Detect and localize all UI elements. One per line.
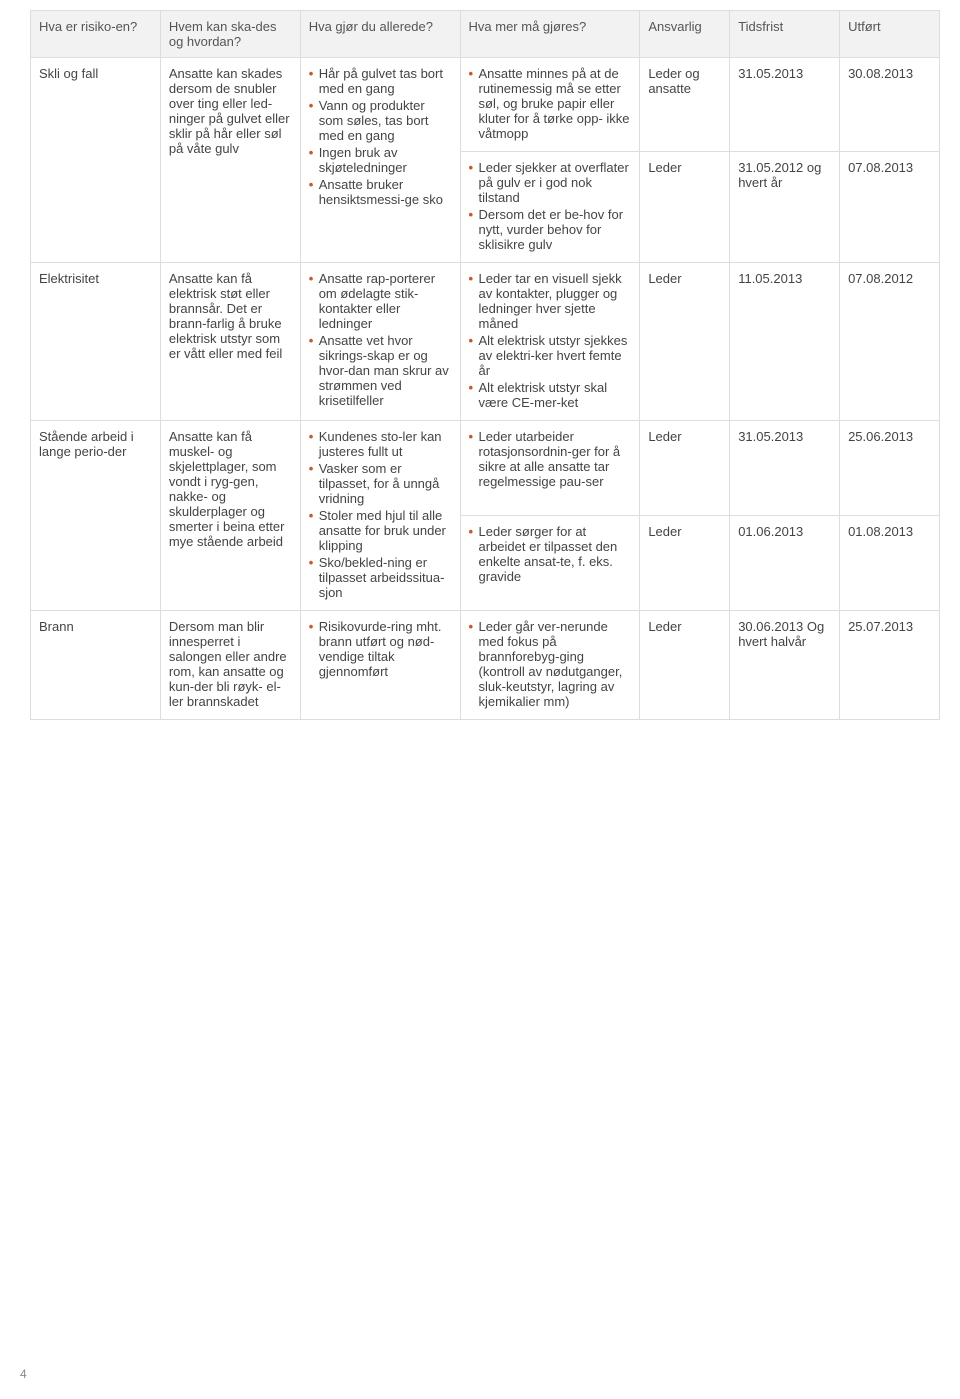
cell-risk: Stående arbeid i lange perio-der [31,421,161,611]
cell-more: Leder går ver-nerunde med fokus på brann… [460,611,640,720]
cell-more: Ansatte minnes på at de rutinemessig må … [460,58,640,152]
page-number: 4 [20,1367,27,1381]
cell-who: Dersom man blir innesperret i salongen e… [160,611,300,720]
cell-done: 01.08.2013 [840,516,940,611]
cell-deadline: 01.06.2013 [730,516,840,611]
header-done: Utført [840,11,940,58]
table-row: Stående arbeid i lange perio-derAnsatte … [31,421,940,516]
cell-deadline: 31.05.2012 og hvert år [730,152,840,263]
cell-who: Ansatte kan skades dersom de snubler ove… [160,58,300,263]
cell-doing: Kundenes sto-ler kan justeres fullt utVa… [300,421,460,611]
cell-done: 30.08.2013 [840,58,940,152]
cell-more: Leder tar en visuell sjekk av kontakter,… [460,263,640,421]
cell-doing: Risikovurde-ring mht. brann utført og nø… [300,611,460,720]
bullet-item: Alt elektrisk utstyr sjekkes av elektri-… [469,333,632,378]
bullet-item: Ansatte minnes på at de rutinemessig må … [469,66,632,141]
header-more: Hva mer må gjøres? [460,11,640,58]
bullet-item: Alt elektrisk utstyr skal være CE-mer-ke… [469,380,632,410]
bullet-item: Leder sørger for at arbeidet er tilpasse… [469,524,632,584]
header-responsible: Ansvarlig [640,11,730,58]
bullet-item: Sko/bekled-ning er tilpasset arbeidssitu… [309,555,452,600]
bullet-item: Ansatte vet hvor sikrings-skap er og hvo… [309,333,452,408]
cell-deadline: 30.06.2013 Og hvert halvår [730,611,840,720]
table-body: Skli og fallAnsatte kan skades dersom de… [31,58,940,720]
table-header-row: Hva er risiko-en? Hvem kan ska-des og hv… [31,11,940,58]
cell-responsible: Leder [640,263,730,421]
cell-done: 07.08.2013 [840,152,940,263]
cell-more: Leder sørger for at arbeidet er tilpasse… [460,516,640,611]
cell-who: Ansatte kan få muskel- og skjelettplager… [160,421,300,611]
cell-doing: Hår på gulvet tas bort med en gangVann o… [300,58,460,263]
cell-deadline: 31.05.2013 [730,58,840,152]
bullet-item: Stoler med hjul til alle ansatte for bru… [309,508,452,553]
cell-responsible: Leder [640,152,730,263]
bullet-item: Leder går ver-nerunde med fokus på brann… [469,619,632,709]
cell-responsible: Leder og ansatte [640,58,730,152]
cell-risk: Brann [31,611,161,720]
table-row: BrannDersom man blir innesperret i salon… [31,611,940,720]
bullet-item: Ansatte bruker hensiktsmessi-ge sko [309,177,452,207]
risk-assessment-table: Hva er risiko-en? Hvem kan ska-des og hv… [30,10,940,720]
cell-more: Leder sjekker at overflater på gulv er i… [460,152,640,263]
bullet-item: Risikovurde-ring mht. brann utført og nø… [309,619,452,679]
bullet-item: Hår på gulvet tas bort med en gang [309,66,452,96]
bullet-item: Leder utarbeider rotasjonsordnin-ger for… [469,429,632,489]
header-who: Hvem kan ska-des og hvordan? [160,11,300,58]
cell-deadline: 11.05.2013 [730,263,840,421]
cell-responsible: Leder [640,421,730,516]
bullet-item: Ansatte rap-porterer om ødelagte stik-ko… [309,271,452,331]
header-risk: Hva er risiko-en? [31,11,161,58]
header-deadline: Tidsfrist [730,11,840,58]
cell-done: 07.08.2012 [840,263,940,421]
cell-risk: Skli og fall [31,58,161,263]
table-row: Skli og fallAnsatte kan skades dersom de… [31,58,940,152]
cell-deadline: 31.05.2013 [730,421,840,516]
bullet-item: Leder tar en visuell sjekk av kontakter,… [469,271,632,331]
cell-responsible: Leder [640,611,730,720]
bullet-item: Dersom det er be-hov for nytt, vurder be… [469,207,632,252]
cell-responsible: Leder [640,516,730,611]
cell-more: Leder utarbeider rotasjonsordnin-ger for… [460,421,640,516]
cell-done: 25.07.2013 [840,611,940,720]
bullet-item: Ingen bruk av skjøteledninger [309,145,452,175]
header-doing: Hva gjør du allerede? [300,11,460,58]
cell-who: Ansatte kan få elektrisk støt eller bran… [160,263,300,421]
cell-doing: Ansatte rap-porterer om ødelagte stik-ko… [300,263,460,421]
bullet-item: Vann og produkter som søles, tas bort me… [309,98,452,143]
bullet-item: Kundenes sto-ler kan justeres fullt ut [309,429,452,459]
bullet-item: Leder sjekker at overflater på gulv er i… [469,160,632,205]
bullet-item: Vasker som er tilpasset, for å unngå vri… [309,461,452,506]
cell-done: 25.06.2013 [840,421,940,516]
cell-risk: Elektrisitet [31,263,161,421]
table-row: ElektrisitetAnsatte kan få elektrisk stø… [31,263,940,421]
